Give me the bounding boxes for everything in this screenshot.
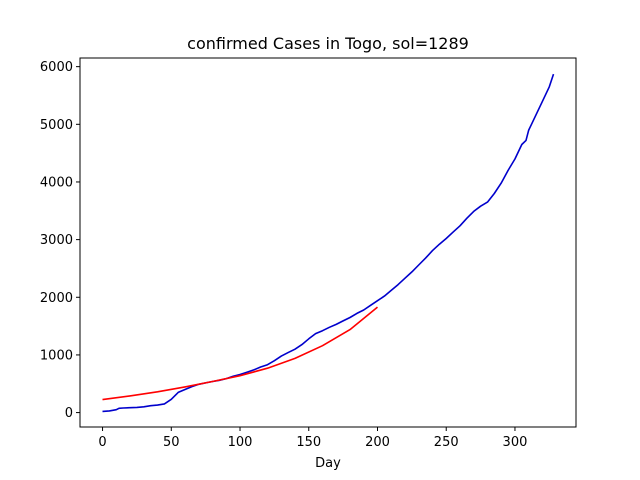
series-line-0 bbox=[102, 73, 555, 413]
x-tick-label: 250 bbox=[434, 435, 459, 450]
y-tick-label: 0 bbox=[65, 406, 73, 421]
x-tick-label: 50 bbox=[163, 435, 180, 450]
y-tick-label: 1000 bbox=[40, 348, 73, 363]
plot-frame bbox=[79, 57, 577, 428]
series-line-1 bbox=[102, 306, 379, 401]
y-axis: 0 1000 2000 3000 4000 5000 6000 bbox=[40, 60, 80, 421]
y-tick-label: 4000 bbox=[40, 175, 73, 190]
x-axis-label: Day bbox=[315, 456, 341, 471]
y-tick-label: 2000 bbox=[40, 291, 73, 306]
y-tick-label: 3000 bbox=[40, 233, 73, 248]
y-tick-label: 5000 bbox=[40, 118, 73, 133]
x-axis: 0 50 100 150 200 250 300 bbox=[98, 427, 527, 450]
x-tick-label: 200 bbox=[365, 435, 390, 450]
series-layer bbox=[102, 73, 555, 413]
x-tick-label: 100 bbox=[228, 435, 253, 450]
x-tick-label: 300 bbox=[503, 435, 528, 450]
plot-area bbox=[80, 58, 576, 427]
chart-title: confirmed Cases in Togo, sol=1289 bbox=[187, 34, 469, 53]
y-tick-label: 6000 bbox=[40, 60, 73, 75]
x-tick-label: 0 bbox=[98, 435, 106, 450]
x-tick-label: 150 bbox=[296, 435, 321, 450]
